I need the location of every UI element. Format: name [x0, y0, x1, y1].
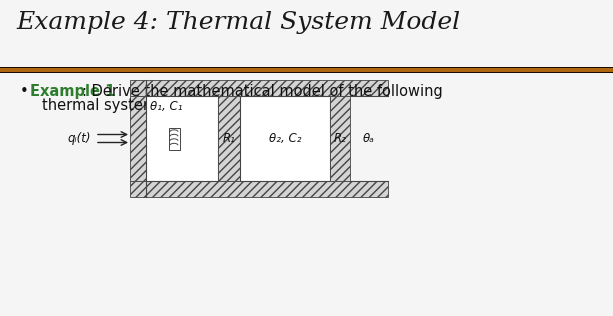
Bar: [0, 67, 613, 73]
Text: R₂: R₂: [333, 132, 346, 145]
Bar: [130, 80, 388, 96]
Bar: [130, 96, 146, 181]
Bar: [0, 68, 613, 72]
Text: Example 1: Example 1: [30, 84, 115, 99]
Text: Example 4: Thermal System Model: Example 4: Thermal System Model: [16, 11, 460, 34]
Text: R₁: R₁: [223, 132, 235, 145]
Bar: [130, 181, 388, 197]
Text: : Derive the mathematical model of the following: : Derive the mathematical model of the f…: [82, 84, 443, 99]
Text: θ₁, C₁: θ₁, C₁: [150, 100, 183, 113]
Bar: [330, 96, 350, 181]
Bar: [169, 127, 180, 149]
Text: θₐ: θₐ: [363, 132, 375, 145]
Text: θ₂, C₂: θ₂, C₂: [268, 132, 301, 145]
Bar: [240, 96, 330, 181]
Bar: [218, 96, 240, 181]
Bar: [146, 96, 218, 181]
Text: •: •: [20, 84, 29, 99]
Text: qᵢ(t): qᵢ(t): [67, 132, 91, 145]
Text: thermal system model: thermal system model: [42, 98, 207, 113]
